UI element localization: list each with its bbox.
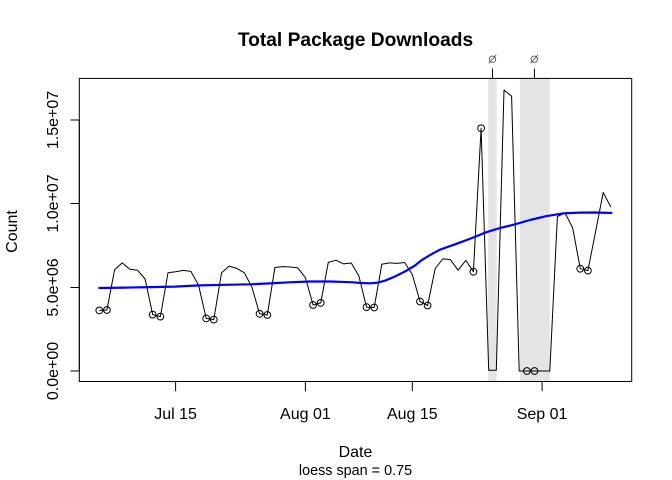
svg-text:1.5e+07: 1.5e+07: [45, 91, 62, 149]
svg-text:Aug 15: Aug 15: [387, 406, 438, 423]
svg-text:Date: Date: [339, 444, 373, 461]
svg-text:0.0e+00: 0.0e+00: [45, 342, 62, 400]
svg-text:5.0e+06: 5.0e+06: [45, 258, 62, 316]
svg-text:Aug 01: Aug 01: [280, 406, 331, 423]
svg-text:1.0e+07: 1.0e+07: [45, 174, 62, 232]
svg-text:Count: Count: [4, 210, 21, 253]
svg-text:loess span = 0.75: loess span = 0.75: [299, 463, 412, 479]
svg-text:Sep 01: Sep 01: [517, 406, 568, 423]
svg-text:Jul 15: Jul 15: [154, 406, 197, 423]
svg-text:Total Package Downloads: Total Package Downloads: [238, 30, 473, 51]
